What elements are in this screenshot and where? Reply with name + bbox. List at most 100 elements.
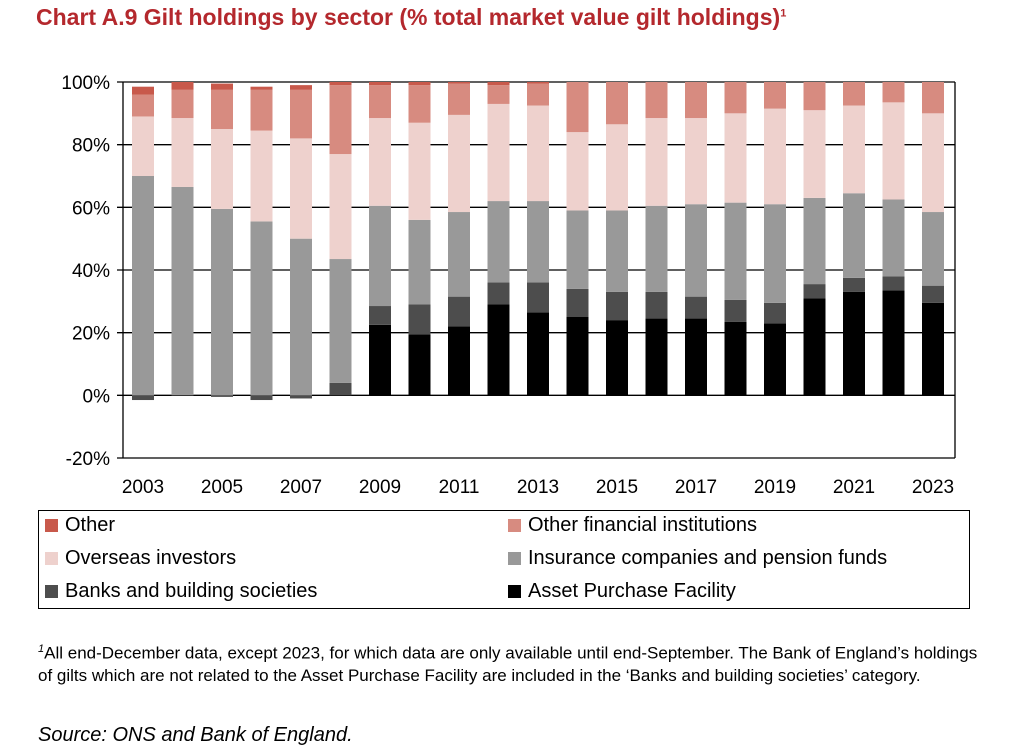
source-note: Source: ONS and Bank of England.: [38, 724, 353, 746]
legend-swatch: [508, 585, 521, 598]
bar-segment: [369, 82, 391, 86]
bar-segment: [250, 86, 273, 90]
bar-segment: [685, 204, 707, 297]
bar-segment: [685, 82, 707, 119]
bar-segment: [250, 221, 273, 396]
bar-segment: [408, 82, 431, 86]
bar-segment: [685, 318, 707, 396]
title-footnote-mark: 1: [780, 7, 787, 20]
bar-segment: [487, 85, 510, 104]
bar-segment: [803, 82, 826, 111]
bar-segment: [685, 118, 707, 205]
footnote-mark: 1: [38, 643, 45, 655]
x-tick-label: 2005: [201, 477, 243, 498]
bar-segment: [132, 176, 154, 396]
bar-segment: [764, 108, 786, 205]
bar-segment: [211, 208, 233, 396]
bar-segment: [290, 85, 312, 90]
legend-item: Other: [45, 514, 115, 537]
bar-segment: [803, 298, 826, 396]
bar-segment: [566, 210, 589, 289]
bar-segment: [922, 113, 944, 213]
bar-segment: [250, 130, 273, 222]
bar-segment: [606, 124, 628, 211]
bar-segment: [290, 89, 312, 139]
legend-swatch: [45, 552, 58, 565]
bar-segment: [803, 197, 826, 285]
bar-segment: [843, 193, 865, 278]
legend-swatch: [45, 519, 58, 532]
bar-segment: [882, 199, 905, 277]
bar-segment: [803, 110, 826, 198]
bar-segment: [606, 320, 628, 396]
bar-segment: [764, 82, 786, 109]
bar-segment: [369, 85, 391, 119]
legend-item: Banks and building societies: [45, 580, 317, 603]
bar-segment: [408, 304, 431, 335]
bar-segment: [448, 83, 470, 115]
bar-segment: [922, 302, 944, 396]
bar-segment: [606, 82, 628, 125]
footnote: 1All end-December data, except 2023, for…: [38, 638, 978, 687]
bar-segment: [290, 238, 312, 396]
stacked-bar-chart: -20% 0% 20% 40% 60% 80% 100% 2003 2005 2007 2009 20…: [61, 73, 956, 498]
bar-segment: [369, 118, 391, 206]
y-tick-label: -20%: [66, 449, 110, 470]
bar-segment: [408, 85, 431, 123]
x-tick-label: 2003: [122, 477, 164, 498]
bar-segment: [922, 82, 944, 114]
bar-segment: [448, 296, 470, 327]
bar-segment: [566, 132, 589, 211]
bar-segment: [527, 201, 549, 283]
legend-label: Insurance companies and pension funds: [528, 547, 888, 569]
legend: Other Other financial institutions Oversea…: [38, 510, 970, 609]
x-tick-label: 2015: [596, 477, 638, 498]
bar-segment: [132, 86, 154, 95]
bar-segment: [487, 103, 510, 202]
bar-segment: [211, 89, 233, 129]
bar-segment: [724, 202, 747, 300]
bar-segment: [290, 138, 312, 239]
bar-segment: [171, 118, 194, 187]
bar-segment: [171, 82, 194, 90]
bar-segment: [290, 395, 312, 399]
y-tick-label: 20%: [72, 324, 110, 345]
legend-label: Banks and building societies: [65, 580, 318, 602]
bar-segment: [527, 312, 549, 396]
legend-label: Other financial institutions: [528, 514, 758, 536]
x-tick-label: 2009: [359, 477, 401, 498]
bar-segment: [645, 318, 668, 396]
bar-segment: [369, 306, 391, 325]
bar-segment: [922, 285, 944, 303]
bar-segment: [487, 282, 510, 305]
y-tick-label: 40%: [72, 261, 110, 282]
bar-segment: [882, 276, 905, 291]
x-tick-label: 2021: [833, 477, 875, 498]
bar-segment: [408, 219, 431, 305]
bar-segment: [250, 395, 273, 401]
bar-segment: [329, 154, 352, 260]
bar-segment: [645, 118, 668, 206]
x-tick-label: 2019: [754, 477, 796, 498]
bar-segment: [132, 395, 154, 401]
bar-segment: [329, 382, 352, 396]
bar-segment: [645, 205, 668, 292]
bar-segment: [487, 304, 510, 396]
bar-segment: [843, 291, 865, 396]
y-tick-label: 60%: [72, 198, 110, 219]
bar-segment: [645, 291, 668, 319]
legend-item: Overseas investors: [45, 547, 236, 570]
bar-segment: [566, 82, 589, 133]
bar-segment: [764, 323, 786, 396]
legend-swatch: [45, 585, 58, 598]
bar-segment: [211, 129, 233, 209]
bar-segment: [724, 113, 747, 203]
bar-segment: [132, 94, 154, 117]
bar-segment: [329, 85, 352, 155]
bar-segment: [882, 290, 905, 396]
legend-label: Asset Purchase Facility: [528, 580, 736, 602]
bar-segment: [882, 102, 905, 200]
bar-segment: [764, 204, 786, 303]
x-tick-label: 2013: [517, 477, 559, 498]
bar-segment: [487, 82, 510, 86]
